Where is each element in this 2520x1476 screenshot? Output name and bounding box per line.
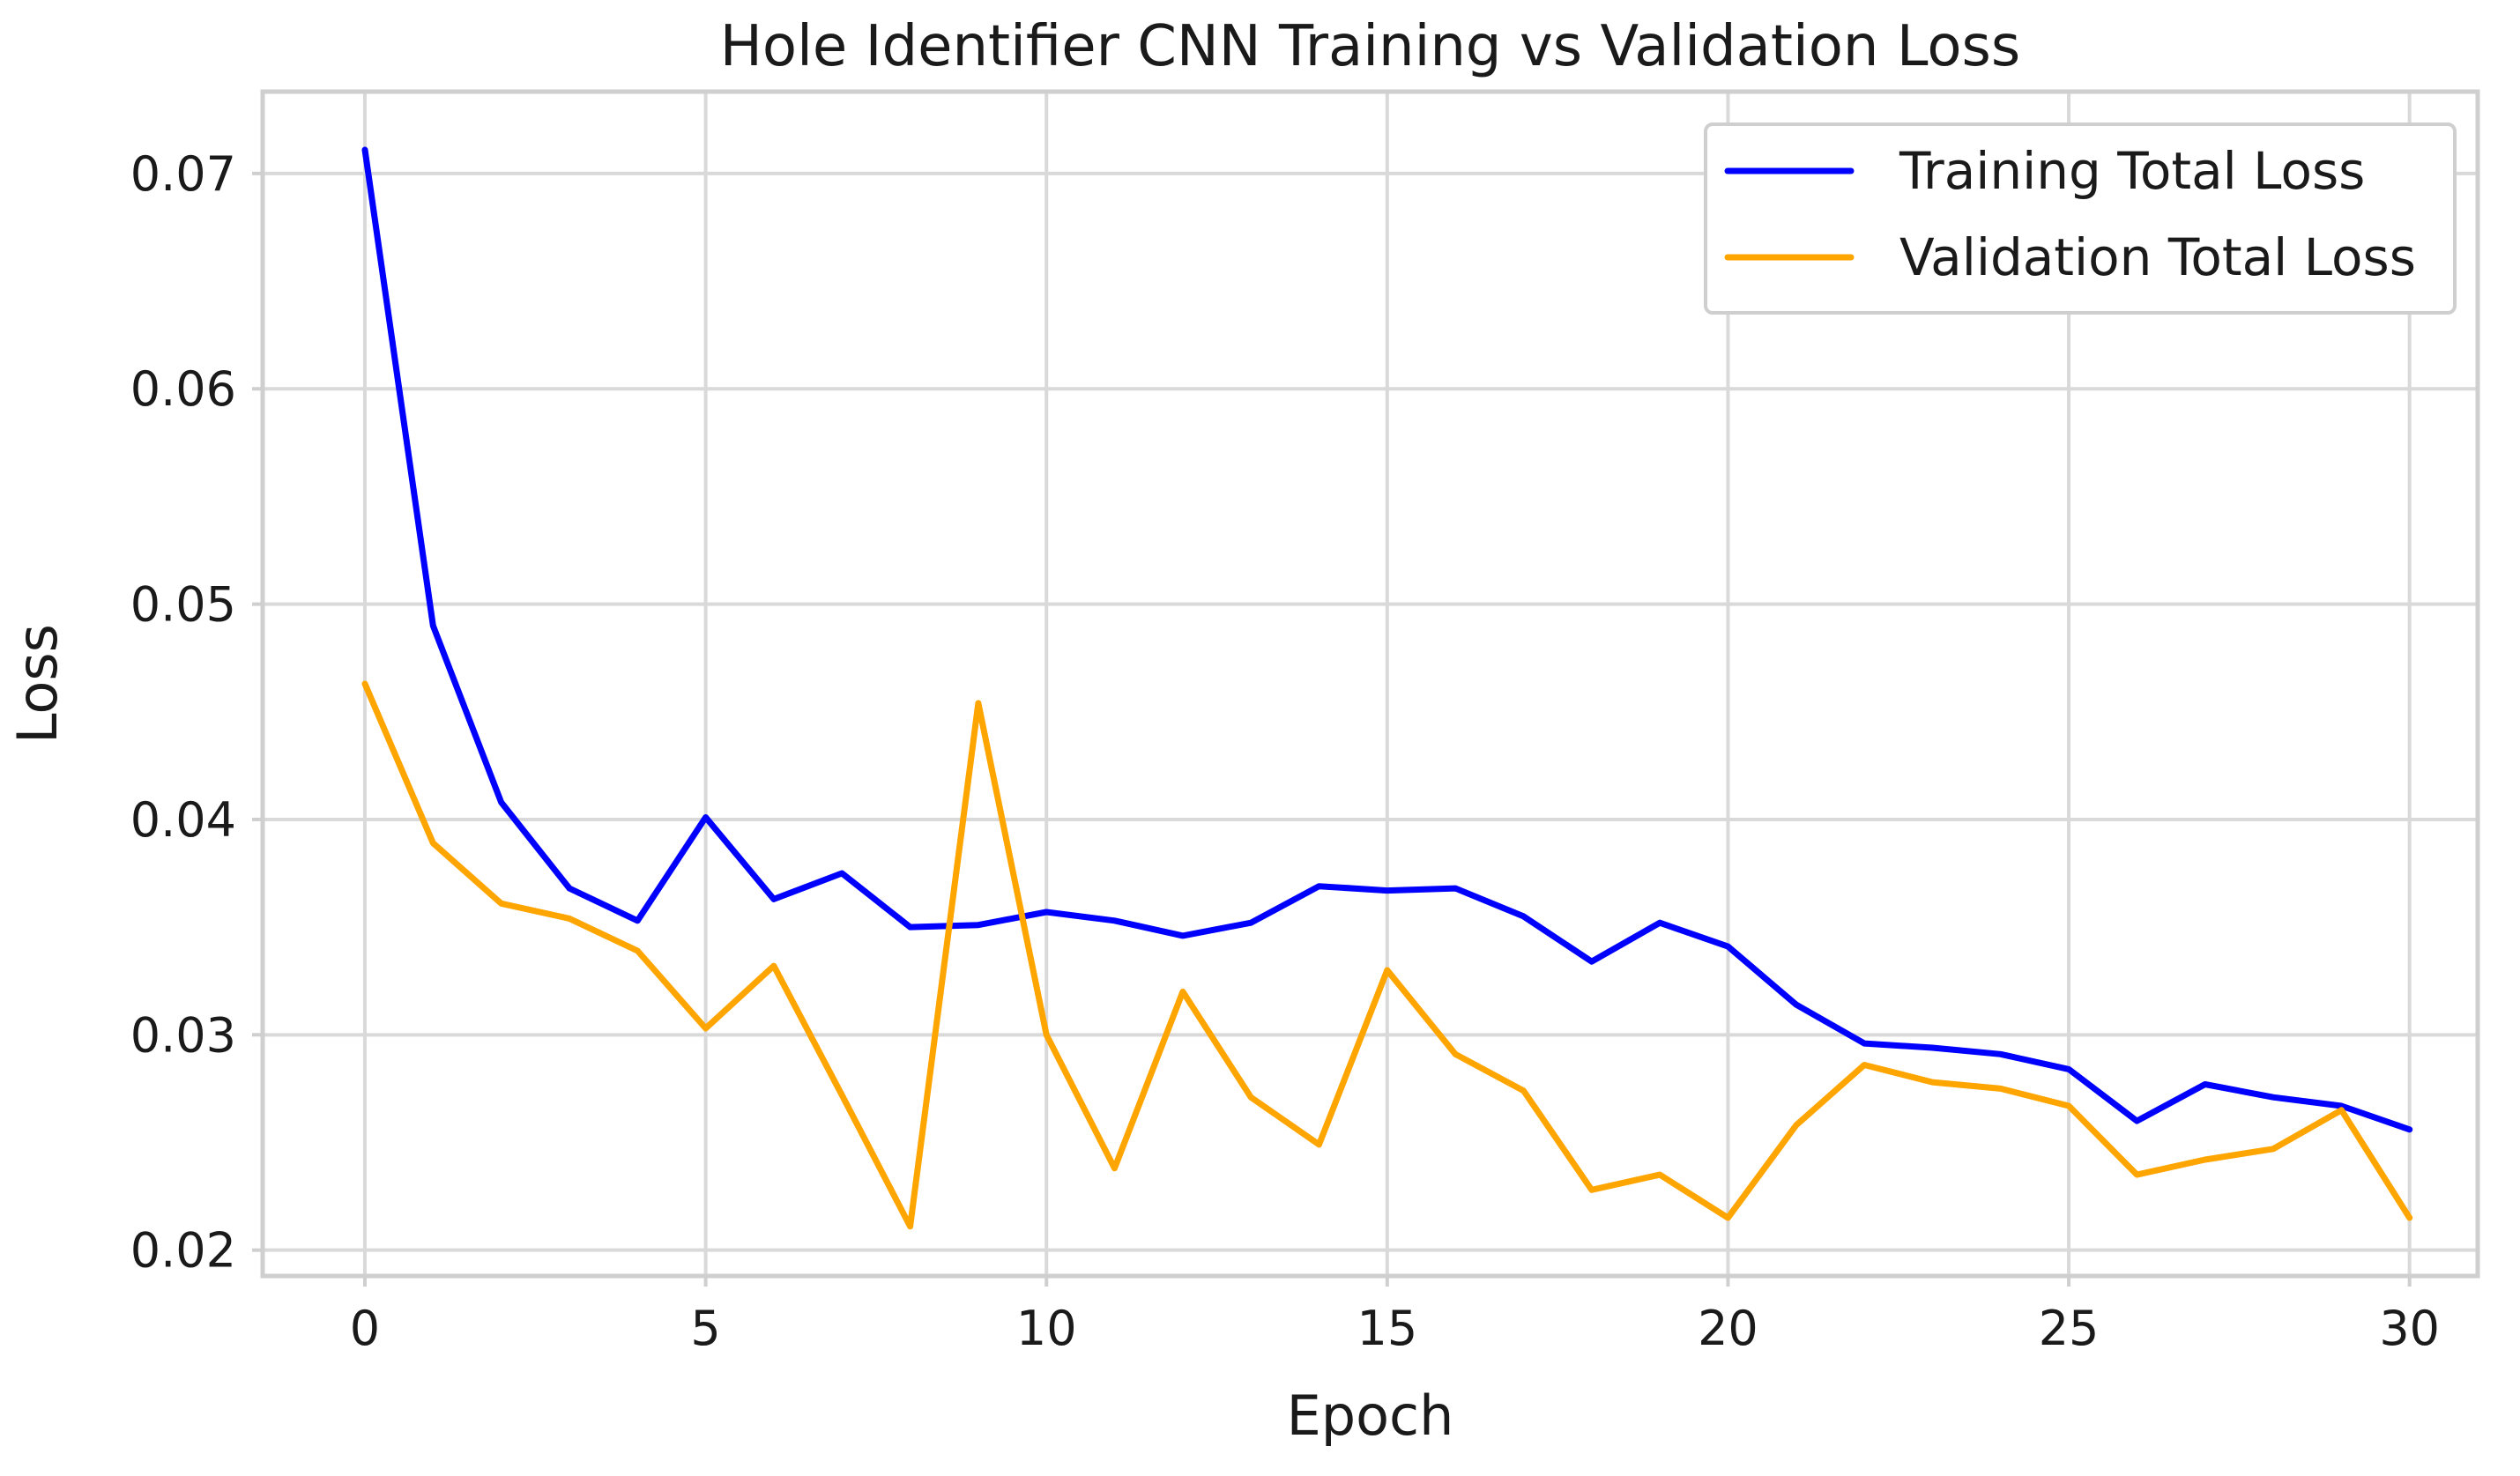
y-tick-label: 0.04	[130, 792, 236, 848]
validation-loss-point	[1999, 1087, 2002, 1090]
validation-loss-point	[977, 701, 979, 704]
x-tick-label: 15	[1357, 1301, 1417, 1356]
training-loss-point	[2136, 1120, 2138, 1123]
series-lines	[361, 146, 2413, 1230]
training-loss-point	[1659, 922, 1661, 924]
training-loss-point	[1727, 946, 1729, 948]
training-loss-point	[977, 923, 979, 926]
training-loss-point	[1318, 885, 1320, 887]
validation-loss-point	[1795, 1124, 1797, 1126]
validation-loss-point	[841, 1094, 844, 1096]
x-axis-label: Epoch	[1287, 1383, 1454, 1448]
training-loss-point	[2340, 1104, 2343, 1107]
y-tick-label: 0.07	[130, 146, 236, 202]
validation-loss-point	[363, 683, 366, 686]
training-loss-point	[772, 898, 775, 901]
training-loss-point	[1999, 1053, 2002, 1056]
training-loss-point	[1045, 911, 1048, 914]
training-loss-point	[432, 625, 435, 627]
validation-loss-point	[1522, 1089, 1525, 1092]
validation-loss-point	[1113, 1167, 1116, 1169]
training-loss-point	[704, 816, 707, 819]
y-tick-label: 0.05	[130, 577, 236, 633]
training-loss-point	[2408, 1128, 2411, 1131]
training-loss-point	[2204, 1083, 2206, 1086]
validation-loss-point	[1250, 1096, 1253, 1099]
training-loss-point	[1113, 919, 1116, 922]
validation-loss-point	[1181, 990, 1184, 993]
validation-loss-point	[1386, 969, 1388, 972]
validation-loss-point	[636, 950, 639, 953]
training-loss-point	[841, 872, 844, 875]
training-loss-point	[1590, 961, 1593, 963]
training-loss-line	[361, 146, 2413, 1133]
x-tick-label: 25	[2039, 1301, 2100, 1356]
axis-ticks: 0 5 10 15 20 25 30 0.02 0.03 0.04 0.05 0.06 0.07	[130, 146, 2440, 1356]
validation-loss-point	[772, 965, 775, 968]
validation-loss-point	[1727, 1217, 1729, 1220]
validation-loss-point	[1659, 1174, 1661, 1176]
validation-loss-point	[909, 1225, 911, 1228]
validation-loss-point	[2340, 1109, 2343, 1111]
training-loss-point	[2272, 1096, 2275, 1099]
validation-loss-line	[361, 680, 2413, 1230]
validation-loss-point	[568, 917, 570, 920]
training-loss-point	[636, 919, 639, 922]
x-tick-label: 30	[2379, 1301, 2440, 1356]
training-loss-point	[1522, 915, 1525, 917]
validation-loss-point	[1863, 1064, 1866, 1066]
validation-loss-point	[432, 842, 435, 844]
x-tick-label: 20	[1698, 1301, 1758, 1356]
legend-frame	[1704, 122, 2457, 315]
training-loss-point	[568, 887, 570, 890]
validation-loss-point	[2408, 1217, 2411, 1220]
y-axis-label: Loss	[5, 624, 70, 744]
x-tick-label: 10	[1016, 1301, 1077, 1356]
validation-loss-point	[2272, 1147, 2275, 1150]
y-tick-label: 0.06	[130, 361, 236, 417]
training-loss-point	[363, 148, 366, 151]
legend-label-validation: Validation Total Loss	[1899, 227, 2416, 287]
validation-loss-point	[1931, 1081, 1934, 1084]
validation-loss-point	[1045, 1034, 1048, 1036]
validation-loss-point	[2068, 1104, 2070, 1107]
validation-loss-point	[704, 1027, 707, 1029]
training-loss-point	[1795, 1004, 1797, 1006]
y-tick-label: 0.02	[130, 1223, 236, 1279]
validation-loss-point	[1590, 1189, 1593, 1191]
y-tick-label: 0.03	[130, 1007, 236, 1063]
validation-loss-point	[2204, 1159, 2206, 1161]
x-tick-label: 5	[690, 1301, 720, 1356]
validation-loss-point	[2136, 1174, 2138, 1176]
legend: Training Total Loss Validation Total Los…	[1704, 122, 2457, 315]
legend-label-training: Training Total Loss	[1899, 141, 2365, 201]
x-tick-label: 0	[350, 1301, 380, 1356]
training-loss-point	[1386, 889, 1388, 892]
validation-loss-point	[1318, 1143, 1320, 1146]
training-loss-point	[1454, 887, 1457, 890]
training-loss-point	[1250, 922, 1253, 924]
training-loss-point	[1181, 934, 1184, 937]
plot-area	[260, 89, 2480, 1279]
validation-loss-point	[1454, 1053, 1457, 1056]
training-loss-point	[500, 801, 502, 804]
validation-loss-point	[500, 902, 502, 905]
training-loss-point	[1863, 1042, 1866, 1045]
training-loss-point	[1931, 1046, 1934, 1049]
training-loss-point	[909, 926, 911, 929]
chart-title: Hole Identifier CNN Training vs Validati…	[720, 14, 2020, 79]
training-loss-point	[2068, 1068, 2070, 1071]
